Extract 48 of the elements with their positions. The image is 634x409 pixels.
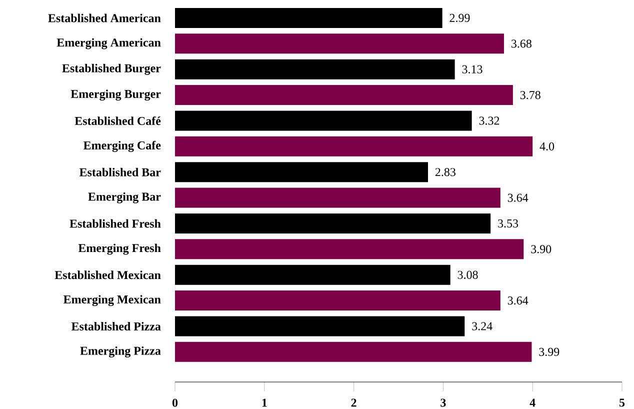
data-label: 3.64 bbox=[508, 296, 528, 305]
y-tick-label: Emerging Burger bbox=[70, 90, 161, 101]
y-tick-label: Established Fresh bbox=[70, 219, 161, 228]
bar bbox=[175, 110, 472, 131]
bar bbox=[175, 316, 465, 336]
data-label: 3.78 bbox=[520, 90, 540, 100]
bar bbox=[175, 34, 504, 54]
y-tick-label: Emerging Bar bbox=[88, 192, 161, 204]
bar bbox=[175, 8, 442, 28]
data-label: 3.13 bbox=[462, 65, 482, 74]
data-label: 3.90 bbox=[531, 245, 552, 254]
x-tick-label: 2 bbox=[351, 398, 356, 407]
bar bbox=[175, 264, 450, 285]
bar bbox=[175, 85, 513, 106]
y-tick-label: Established Café bbox=[74, 116, 161, 126]
data-label: 3.08 bbox=[458, 270, 478, 279]
data-label: 2.99 bbox=[450, 14, 470, 22]
bar bbox=[175, 136, 533, 156]
y-tick-label: Established American bbox=[48, 14, 161, 22]
y-tick-label: Emerging Cafe bbox=[84, 140, 161, 152]
x-tick-label: 1 bbox=[262, 398, 267, 407]
data-label: 3.99 bbox=[539, 348, 560, 356]
y-tick-label: Emerging Pizza bbox=[80, 346, 161, 358]
y-tick-label: Emerging Mexican bbox=[64, 295, 161, 306]
bar bbox=[175, 162, 428, 182]
x-tick-label: 3 bbox=[440, 398, 446, 407]
data-label: 3.32 bbox=[479, 116, 500, 125]
bar bbox=[175, 342, 532, 362]
y-tick-label: Emerging Fresh bbox=[78, 244, 161, 255]
x-tick-label: 5 bbox=[619, 398, 625, 407]
y-tick-label: Emerging American bbox=[56, 38, 161, 50]
x-tick-label: 4 bbox=[530, 398, 536, 407]
data-label: 3.53 bbox=[498, 219, 518, 228]
bar bbox=[175, 290, 500, 311]
data-label: 3.24 bbox=[472, 322, 492, 330]
bar bbox=[175, 239, 524, 260]
data-label: 2.83 bbox=[435, 168, 456, 176]
data-label: 3.64 bbox=[508, 194, 528, 202]
x-tick-label: 0 bbox=[172, 398, 178, 407]
y-tick-label: Established Burger bbox=[62, 64, 161, 75]
data-label: 3.68 bbox=[511, 40, 532, 48]
data-label: 4.0 bbox=[540, 142, 554, 150]
y-tick-label: Established Mexican bbox=[54, 270, 161, 280]
y-tick-label: Established Bar bbox=[79, 168, 161, 176]
bar bbox=[175, 59, 455, 80]
bar bbox=[175, 213, 491, 234]
bar bbox=[175, 188, 500, 208]
y-tick-label: Established Pizza bbox=[72, 322, 161, 330]
